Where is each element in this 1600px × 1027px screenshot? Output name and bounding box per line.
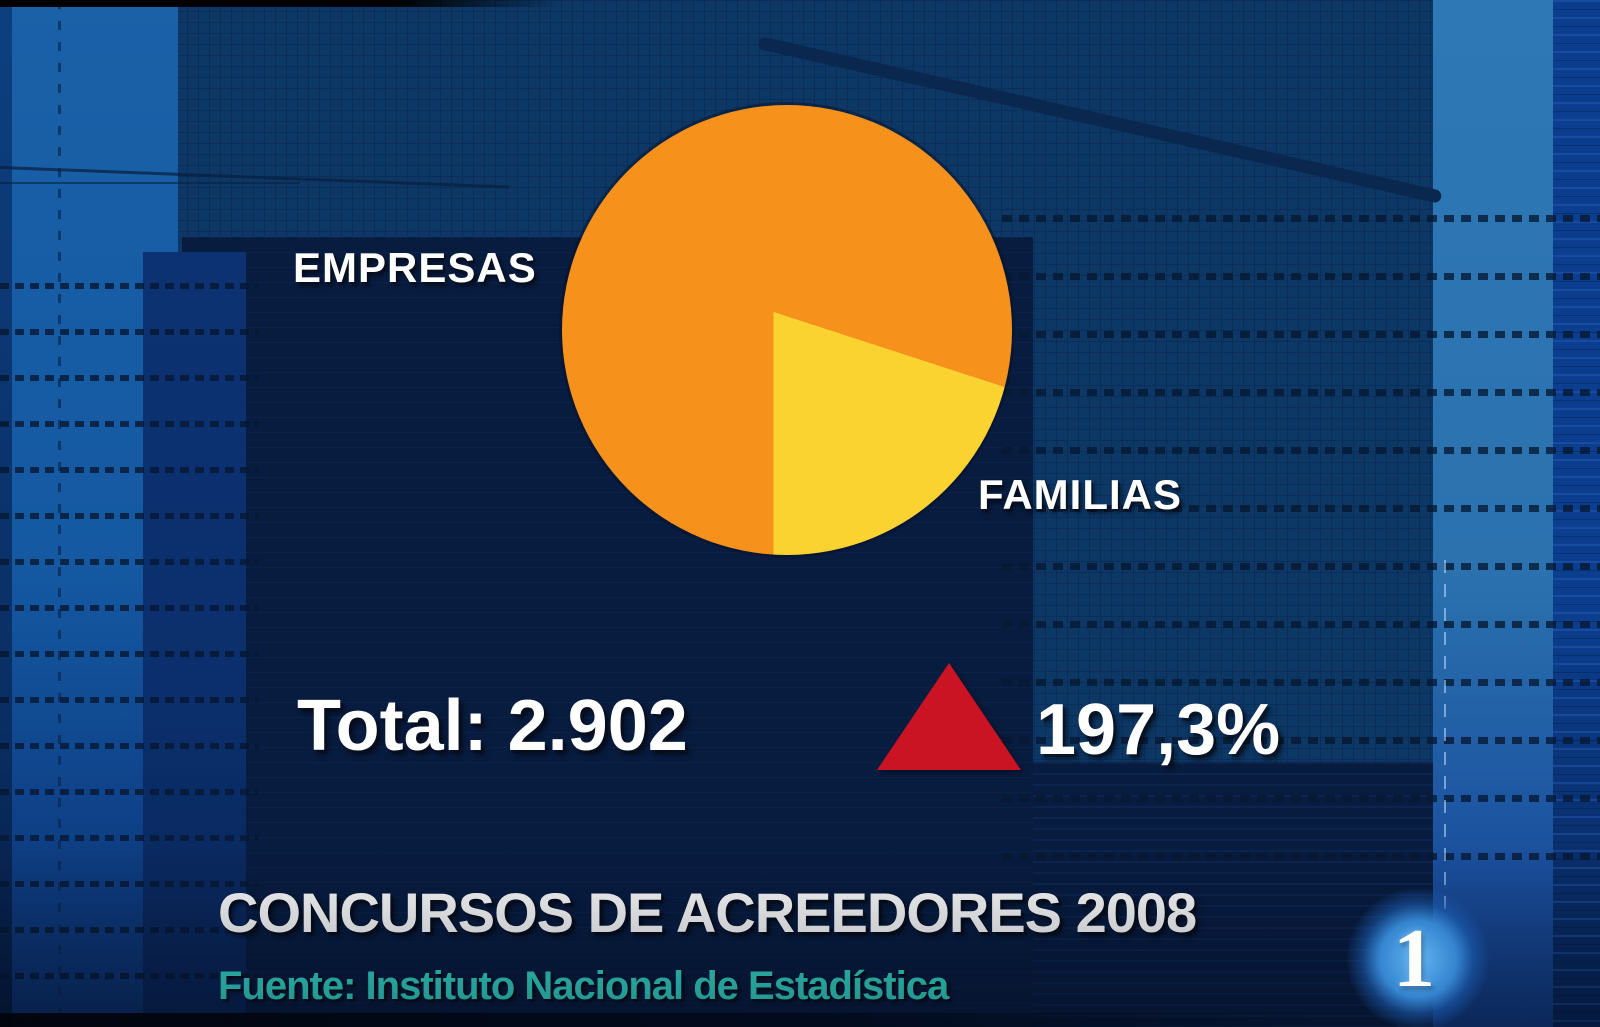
channel-number: 1 xyxy=(1393,912,1435,1005)
increase-arrow-icon xyxy=(877,663,1021,770)
chart-source: Fuente: Instituto Nacional de Estadístic… xyxy=(218,964,949,1008)
chart-title: CONCURSOS DE ACREEDORES 2008 xyxy=(218,881,1197,944)
dotted-line-rows-right xyxy=(1002,215,1600,870)
change-percentage-label: 197,3% xyxy=(1036,690,1281,770)
total-value-label: Total: 2.902 xyxy=(297,686,688,766)
thin-horizontal-line xyxy=(0,182,300,184)
pie-label-familias: FAMILIAS xyxy=(978,471,1182,518)
bottom-black-strip xyxy=(0,1013,1320,1027)
pie-chart xyxy=(562,105,1012,555)
top-black-strip xyxy=(0,0,560,7)
channel-logo: 1 xyxy=(1347,888,1489,1027)
dotted-line-rows-left xyxy=(0,283,258,1027)
pie-label-empresas: EMPRESAS xyxy=(293,244,537,291)
pale-dashed-line xyxy=(1444,560,1446,920)
